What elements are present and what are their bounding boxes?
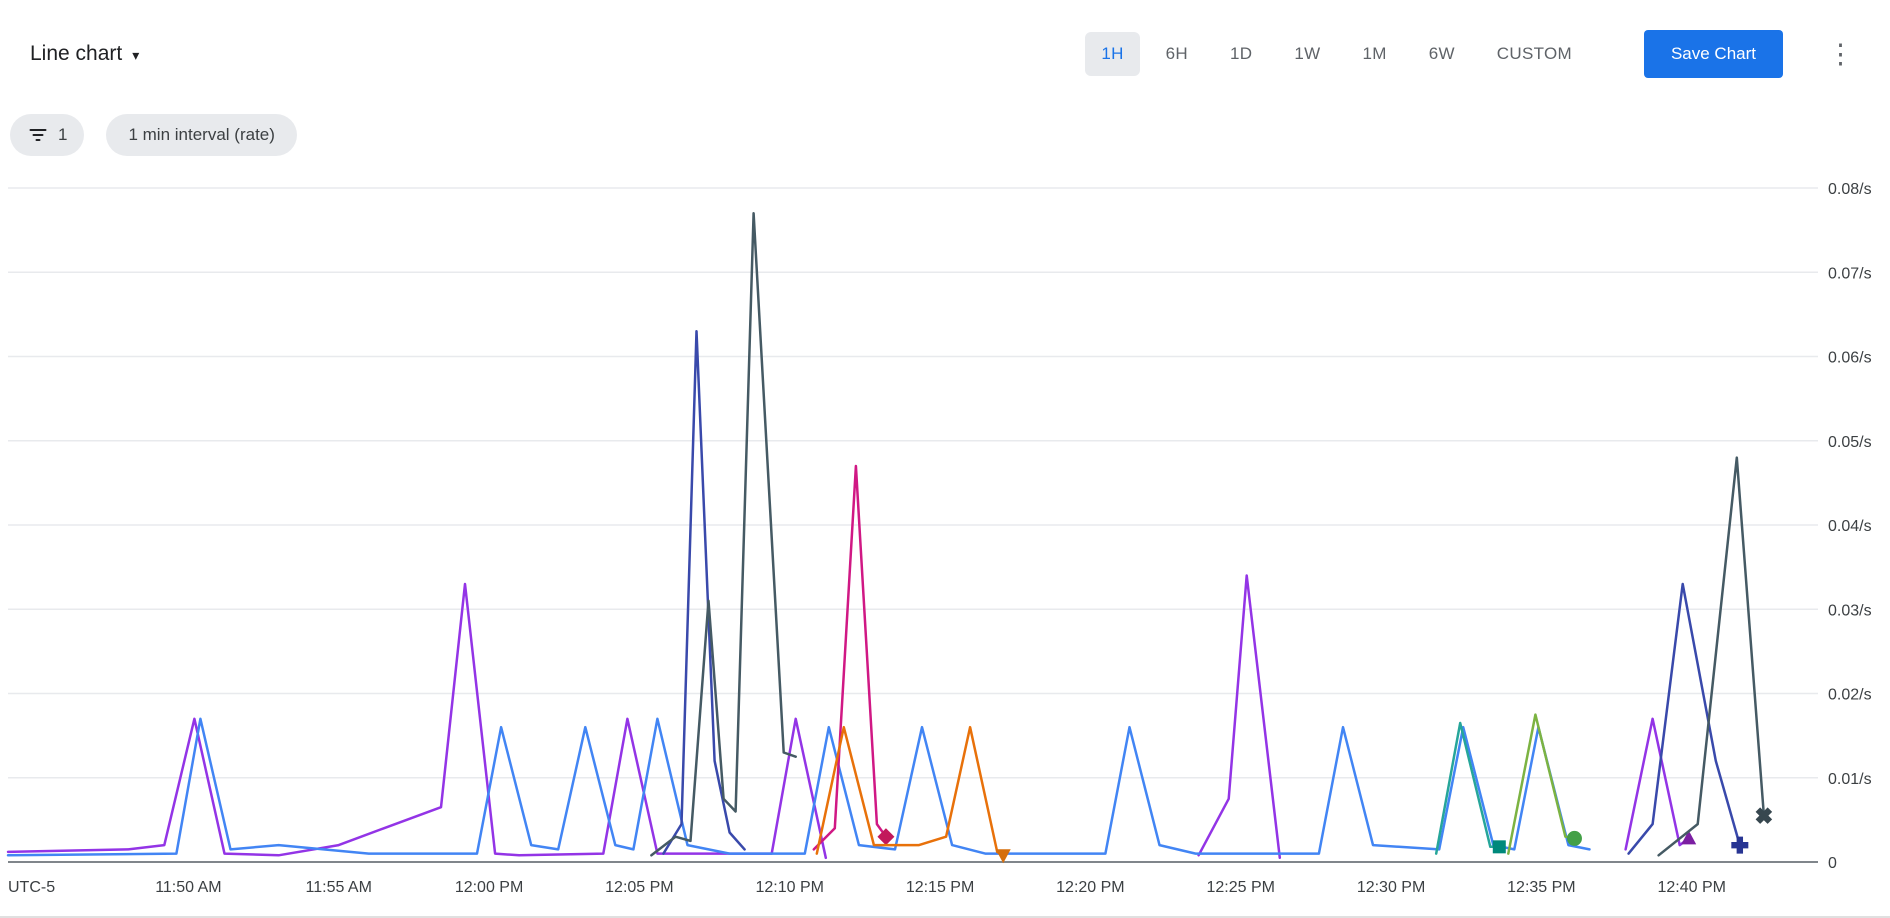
time-range-custom[interactable]: CUSTOM [1481,32,1588,76]
time-range-1m[interactable]: 1M [1346,32,1402,76]
timezone-label: UTC-5 [8,879,55,896]
y-axis-label: 0.08/s [1828,181,1872,198]
time-range-group: 1H 6H 1D 1W 1M 6W CUSTOM [1085,32,1588,76]
filter-count: 1 [58,125,68,144]
y-axis-label: 0.06/s [1828,350,1872,367]
x-axis-label: 12:10 PM [755,879,823,896]
end-marker-green [1566,830,1582,846]
overflow-menu-icon[interactable]: ⋮ [1827,38,1854,69]
time-range-1d[interactable]: 1D [1214,32,1268,76]
bottom-divider [0,916,1890,918]
x-axis-label: 12:15 PM [906,879,974,896]
interval-chip-label: 1 min interval (rate) [128,125,275,144]
y-axis-label: 0.01/s [1828,771,1872,788]
y-axis-label: 0.05/s [1828,434,1872,451]
time-range-1w[interactable]: 1W [1278,32,1336,76]
series-line-indigo[interactable] [662,329,746,855]
y-axis-label: 0 [1828,855,1837,872]
series-line-magenta[interactable] [812,464,888,851]
series-line-purple[interactable] [6,582,828,860]
series-line-orange[interactable] [815,725,1005,857]
x-axis-label: 12:05 PM [605,879,673,896]
filter-chip[interactable]: 1 [10,114,85,156]
series-line-indigo[interactable] [1627,582,1742,855]
chart-type-dropdown[interactable]: Line chart ▾ [30,42,139,66]
time-range-6h[interactable]: 6H [1150,32,1204,76]
time-range-1h[interactable]: 1H [1085,32,1140,76]
save-chart-button[interactable]: Save Chart [1643,30,1783,78]
y-axis-label: 0.04/s [1828,518,1872,535]
x-axis-label: 12:35 PM [1507,879,1575,896]
filter-icon [29,129,47,141]
y-axis-label: 0.02/s [1828,687,1872,704]
end-marker-orange [995,849,1011,864]
x-axis-label: 12:30 PM [1357,879,1425,896]
chart-canvas[interactable]: 0 0.01/s 0.02/s 0.03/s 0.04/s 0.05/s 0.06/s 0.0… [0,158,1890,918]
end-marker-teal [1492,840,1506,854]
x-axis-label: 12:00 PM [455,879,523,896]
toolbar: Line chart ▾ 1H 6H 1D 1W 1M 6W CUSTOM Save Cha… [0,0,1890,108]
chevron-down-icon: ▾ [132,47,140,63]
x-axis-label: 12:25 PM [1206,879,1274,896]
time-range-6w[interactable]: 6W [1413,32,1471,76]
x-axis-label: 12:40 PM [1657,879,1725,896]
chart-type-label: Line chart [30,42,123,65]
series-line-purple[interactable] [1197,574,1282,860]
filter-bar: 1 1 min interval (rate) [0,108,1890,156]
series-line-slate[interactable] [1657,456,1766,857]
interval-chip[interactable]: 1 min interval (rate) [106,114,297,156]
series-line-blue[interactable] [6,717,1591,857]
x-axis-label: 11:55 AM [306,879,372,896]
end-marker-magenta [877,828,895,846]
y-axis-label: 0.07/s [1828,265,1872,282]
x-axis-label: 12:20 PM [1056,879,1124,896]
x-axis-label: 11:50 AM [155,879,221,896]
y-axis-label: 0.03/s [1828,602,1872,619]
chart-area: 0 0.01/s 0.02/s 0.03/s 0.04/s 0.05/s 0.06/s 0.0… [0,158,1890,918]
end-marker-indigo [1731,836,1749,854]
end-marker-slate [1755,807,1773,824]
end-marker-purple [1681,830,1697,845]
series-line-slate[interactable] [650,212,797,857]
